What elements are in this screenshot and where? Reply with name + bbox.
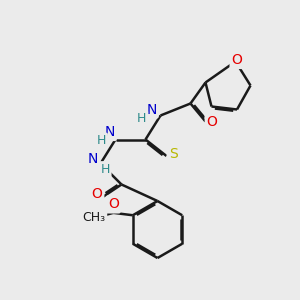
- Text: N: N: [104, 125, 115, 139]
- Text: H: H: [100, 163, 110, 176]
- Text: O: O: [207, 115, 218, 128]
- Text: O: O: [108, 197, 119, 212]
- Text: H: H: [137, 112, 146, 125]
- Text: S: S: [169, 148, 178, 161]
- Text: N: N: [88, 152, 98, 166]
- Text: O: O: [232, 53, 242, 67]
- Text: O: O: [92, 187, 102, 201]
- Text: N: N: [146, 103, 157, 116]
- Text: CH₃: CH₃: [82, 211, 105, 224]
- Text: H: H: [97, 134, 106, 148]
